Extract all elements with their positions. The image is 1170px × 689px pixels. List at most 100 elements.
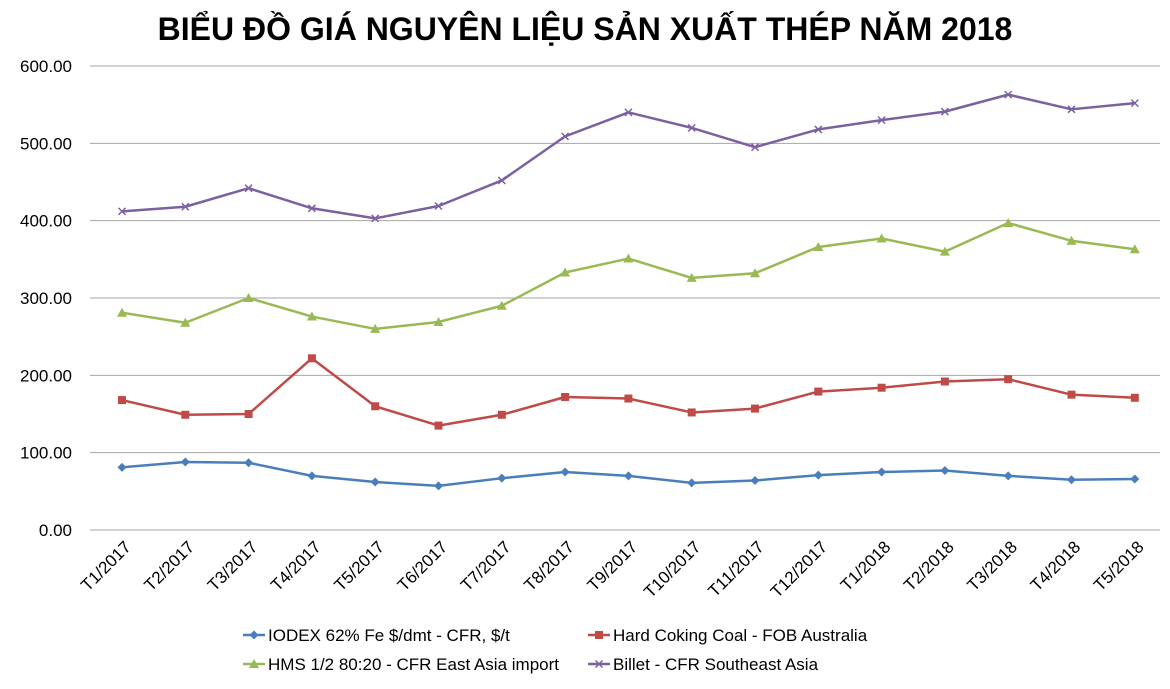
x-tick-label: T2/2017 <box>141 537 199 595</box>
legend-item: HMS 1/2 80:20 - CFR East Asia import <box>243 655 559 674</box>
x-tick-label: T4/2018 <box>1027 537 1085 595</box>
data-point <box>686 272 697 282</box>
legend-label: Billet - CFR Southeast Asia <box>613 655 819 674</box>
data-point <box>813 470 823 480</box>
y-tick-label: 0.00 <box>39 521 72 540</box>
data-point <box>1130 393 1139 402</box>
data-point <box>433 316 444 326</box>
data-point <box>497 473 507 483</box>
data-point <box>371 402 380 411</box>
data-point <box>1130 99 1139 108</box>
data-point <box>623 253 634 263</box>
legend-swatch-marker <box>594 659 604 669</box>
data-point <box>180 317 191 327</box>
data-point <box>434 201 443 211</box>
legend: IODEX 62% Fe $/dmt - CFR, $/t Hard Coking… <box>243 626 868 674</box>
legend-item: Hard Coking Coal - FOB Australia <box>588 626 868 645</box>
y-axis-ticks: 0.00 100.00 200.00 300.00 400.00 500.00 600.00 <box>20 57 72 540</box>
data-point <box>624 108 633 117</box>
y-tick-label: 400.00 <box>20 212 72 231</box>
data-point <box>750 476 760 486</box>
data-point <box>940 377 949 386</box>
data-point <box>370 477 380 487</box>
data-point <box>939 246 950 256</box>
legend-label: HMS 1/2 80:20 - CFR East Asia import <box>268 655 559 674</box>
series-group <box>117 90 1140 491</box>
data-point <box>1129 244 1140 254</box>
data-point <box>624 394 633 403</box>
y-tick-label: 200.00 <box>20 366 72 385</box>
legend-item: IODEX 62% Fe $/dmt - CFR, $/t <box>243 626 510 645</box>
data-point <box>244 184 253 193</box>
data-point <box>1003 217 1014 227</box>
data-point <box>940 107 949 116</box>
data-point <box>813 241 824 251</box>
x-tick-label: T5/2017 <box>330 537 388 595</box>
data-point <box>181 202 190 211</box>
legend-label: IODEX 62% Fe $/dmt - CFR, $/t <box>268 626 510 645</box>
x-tick-label: T5/2018 <box>1090 537 1148 595</box>
x-tick-label: T1/2018 <box>837 537 895 595</box>
legend-swatch-marker <box>595 631 603 639</box>
data-point <box>117 462 127 472</box>
data-point <box>1003 471 1013 481</box>
data-point <box>1067 105 1076 114</box>
data-point <box>560 467 570 477</box>
legend-swatch-marker <box>249 630 259 640</box>
data-point <box>434 481 443 491</box>
data-point <box>1067 475 1076 485</box>
data-point <box>877 383 886 392</box>
data-point <box>687 478 697 488</box>
data-point <box>307 471 317 481</box>
data-point <box>244 410 253 418</box>
data-point <box>434 421 443 430</box>
data-point <box>561 392 570 401</box>
data-point <box>814 387 823 396</box>
series-4 <box>117 90 1139 223</box>
legend-item: Billet - CFR Southeast Asia <box>588 655 819 674</box>
x-tick-label: T6/2017 <box>394 537 452 595</box>
data-point <box>1004 375 1013 384</box>
data-point <box>117 307 127 317</box>
data-point <box>1004 90 1013 99</box>
y-tick-label: 300.00 <box>20 289 72 308</box>
data-point <box>307 204 316 213</box>
data-point <box>497 176 506 185</box>
x-tick-label: T7/2017 <box>457 537 515 595</box>
chart-title: BIỂU ĐỒ GIÁ NGUYÊN LIỆU SẢN XUẤT THÉP NĂ… <box>158 11 1013 47</box>
series-3 <box>117 217 1140 333</box>
x-tick-label: T12/2017 <box>767 537 831 601</box>
data-point <box>118 396 126 405</box>
y-tick-label: 500.00 <box>20 134 72 153</box>
data-point <box>243 293 254 302</box>
data-point <box>1130 474 1140 484</box>
data-point <box>750 268 760 278</box>
data-point <box>876 233 887 243</box>
data-point <box>687 408 696 417</box>
x-tick-label: T2/2018 <box>900 537 958 595</box>
data-point <box>117 207 127 216</box>
data-point <box>180 457 190 467</box>
gridlines <box>90 65 1160 531</box>
data-point <box>687 123 696 132</box>
data-point <box>751 404 759 413</box>
x-tick-label: T3/2018 <box>963 537 1021 595</box>
data-point <box>244 458 254 468</box>
data-point <box>940 465 950 475</box>
x-tick-label: T9/2017 <box>584 537 642 595</box>
legend-label: Hard Coking Coal - FOB Australia <box>613 626 868 645</box>
y-tick-label: 600.00 <box>20 57 72 76</box>
data-point <box>370 323 381 333</box>
x-tick-label: T11/2017 <box>704 537 767 600</box>
x-tick-label: T10/2017 <box>640 537 704 601</box>
data-point <box>371 214 380 223</box>
x-tick-label: T4/2017 <box>267 537 325 595</box>
data-point <box>497 410 506 419</box>
y-tick-label: 100.00 <box>20 444 72 463</box>
data-point <box>1066 235 1077 245</box>
data-point <box>561 132 570 141</box>
data-point <box>181 410 190 419</box>
data-point <box>750 143 760 152</box>
data-point <box>877 467 887 477</box>
